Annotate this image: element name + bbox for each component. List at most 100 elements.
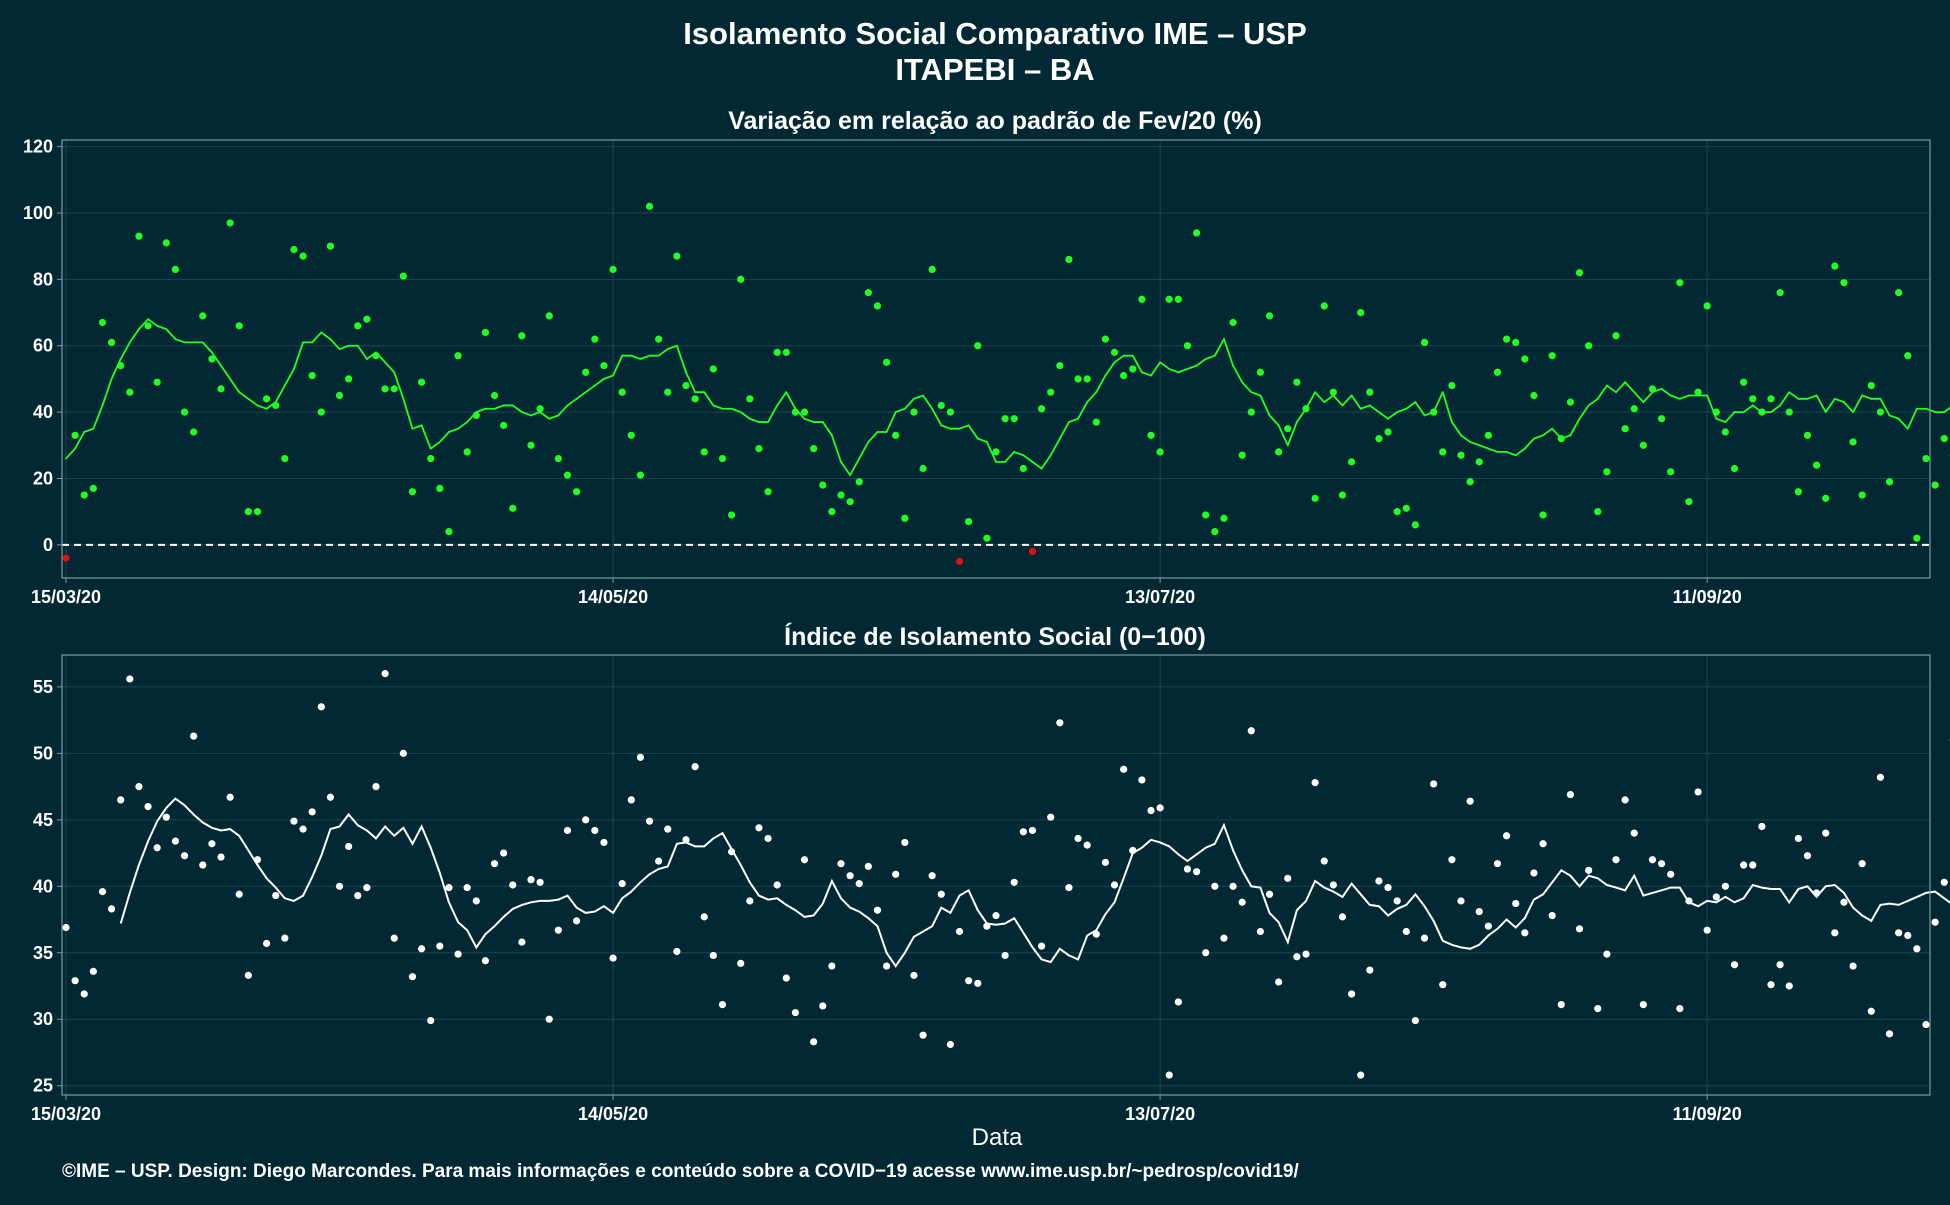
- data-point: [299, 826, 306, 833]
- data-point: [1439, 448, 1446, 455]
- data-point: [1904, 352, 1911, 359]
- data-point: [801, 408, 808, 415]
- data-point: [1831, 929, 1838, 936]
- data-point: [1330, 389, 1337, 396]
- data-point: [1594, 508, 1601, 515]
- data-point: [1457, 897, 1464, 904]
- data-point: [1667, 871, 1674, 878]
- y-tick-label: 100: [23, 203, 53, 223]
- data-point: [1421, 935, 1428, 942]
- x-tick-label: 14/05/20: [578, 587, 648, 607]
- data-point: [1403, 928, 1410, 935]
- figure-title: Isolamento Social Comparativo IME – USP: [683, 16, 1307, 51]
- data-point: [518, 939, 525, 946]
- data-point: [1202, 511, 1209, 518]
- data-point: [582, 369, 589, 376]
- data-point: [363, 316, 370, 323]
- data-point: [646, 203, 653, 210]
- data-point: [372, 783, 379, 790]
- data-point: [774, 881, 781, 888]
- data-point: [445, 884, 452, 891]
- data-point: [154, 844, 161, 851]
- data-point: [1758, 823, 1765, 830]
- data-point: [1795, 488, 1802, 495]
- data-point: [591, 827, 598, 834]
- data-point: [792, 1009, 799, 1016]
- data-point: [1731, 465, 1738, 472]
- data-point: [710, 952, 717, 959]
- data-point: [1713, 408, 1720, 415]
- data-point: [1685, 897, 1692, 904]
- data-point: [746, 395, 753, 402]
- data-point: [418, 945, 425, 952]
- data-point: [1184, 342, 1191, 349]
- data-point: [1685, 498, 1692, 505]
- data-point: [1576, 925, 1583, 932]
- data-point: [1886, 1030, 1893, 1037]
- data-point: [1011, 879, 1018, 886]
- data-point: [272, 402, 279, 409]
- data-point: [1676, 279, 1683, 286]
- data-point: [692, 395, 699, 402]
- data-point: [1266, 891, 1273, 898]
- data-point: [509, 881, 516, 888]
- data-point: [272, 892, 279, 899]
- data-point: [1047, 814, 1054, 821]
- data-point: [1111, 349, 1118, 356]
- data-point: [1275, 978, 1282, 985]
- data-point: [1913, 535, 1920, 542]
- data-point: [1786, 408, 1793, 415]
- data-point: [90, 485, 97, 492]
- data-point: [573, 917, 580, 924]
- data-point: [1138, 776, 1145, 783]
- data-point: [1084, 841, 1091, 848]
- data-point: [546, 1016, 553, 1023]
- data-point: [546, 312, 553, 319]
- data-point: [783, 349, 790, 356]
- data-point: [1631, 830, 1638, 837]
- data-point: [628, 796, 635, 803]
- data-point: [518, 332, 525, 339]
- data-point: [1840, 279, 1847, 286]
- data-point: [290, 246, 297, 253]
- data-point: [965, 977, 972, 984]
- data-point: [199, 312, 206, 319]
- data-point: [1640, 442, 1647, 449]
- data-point: [628, 432, 635, 439]
- y-tick-label: 40: [33, 402, 53, 422]
- data-point: [1467, 478, 1474, 485]
- data-point: [983, 923, 990, 930]
- data-point: [564, 827, 571, 834]
- data-point: [1166, 1071, 1173, 1078]
- data-point: [1731, 961, 1738, 968]
- data-point: [682, 836, 689, 843]
- data-point: [1448, 856, 1455, 863]
- data-point: [1877, 774, 1884, 781]
- data-point: [1740, 379, 1747, 386]
- data-point: [1622, 425, 1629, 432]
- data-point: [263, 940, 270, 947]
- data-point: [1467, 798, 1474, 805]
- data-point: [62, 924, 69, 931]
- data-point: [500, 849, 507, 856]
- data-point: [1913, 945, 1920, 952]
- data-point: [956, 928, 963, 935]
- data-point: [473, 897, 480, 904]
- data-point: [1777, 289, 1784, 296]
- data-point: [573, 488, 580, 495]
- data-point: [755, 445, 762, 452]
- data-point: [227, 794, 234, 801]
- data-point: [537, 879, 544, 886]
- data-point: [1822, 495, 1829, 502]
- data-point: [947, 1041, 954, 1048]
- data-point: [1877, 408, 1884, 415]
- y-tick-label: 80: [33, 269, 53, 289]
- y-tick-label: 40: [33, 876, 53, 896]
- data-point: [1494, 860, 1501, 867]
- data-point: [1029, 548, 1036, 555]
- data-point: [1421, 339, 1428, 346]
- data-point: [208, 355, 215, 362]
- data-point: [1211, 883, 1218, 890]
- data-point: [363, 884, 370, 891]
- data-point: [400, 750, 407, 757]
